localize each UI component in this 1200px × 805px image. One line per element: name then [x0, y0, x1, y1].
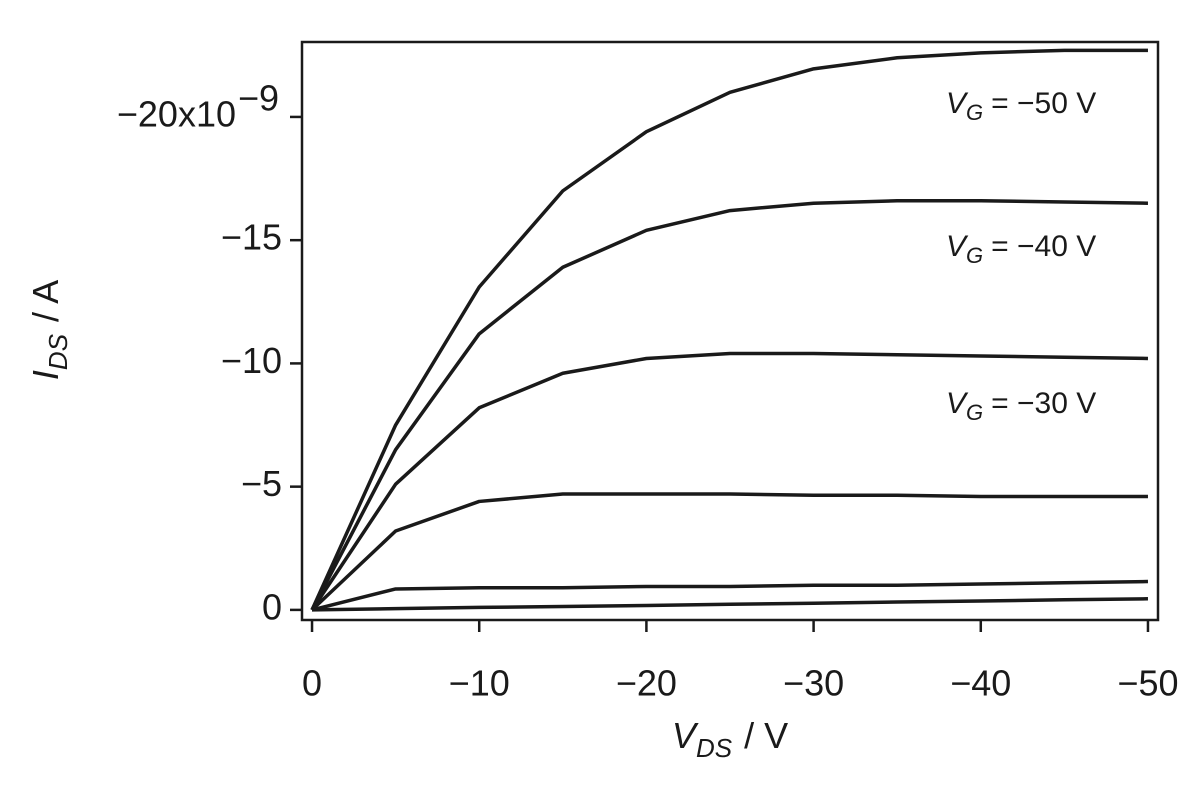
x-label-symbol: V: [672, 715, 699, 756]
series-label-symbol: V: [946, 387, 969, 420]
series-line: [311, 579, 1148, 612]
y-label-unit: / A: [25, 280, 66, 322]
x-tick-label: −30: [783, 663, 844, 704]
series-label-text: = −40 V: [991, 230, 1096, 263]
series-label: VG = −30 V: [946, 387, 1096, 425]
plot-frame: [300, 40, 1160, 622]
series-line: [310, 492, 1148, 612]
series-line: [310, 48, 1148, 611]
y-tick-label: −10: [221, 340, 282, 381]
series-label: VG = −50 V: [946, 87, 1096, 125]
series-label-text: = −30 V: [991, 387, 1096, 420]
y-tick-exponent: −9: [238, 77, 279, 118]
series-label-subscript: G: [966, 100, 983, 125]
x-axis-label: VDS / V: [672, 715, 788, 763]
series-label-symbol: V: [946, 87, 969, 120]
y-tick-label: −5: [241, 463, 282, 504]
x-tick-label: 0: [302, 663, 322, 704]
series-line: [312, 597, 1148, 612]
x-label-unit: / V: [744, 715, 788, 756]
series-line: [310, 198, 1148, 611]
series-label-text: = −50 V: [991, 87, 1096, 120]
x-tick-label: −10: [449, 663, 510, 704]
series-label-subscript: G: [966, 400, 983, 425]
x-tick-label: −50: [1117, 663, 1178, 704]
series-label: VG = −40 V: [946, 230, 1096, 268]
x-tick-label: −20: [616, 663, 677, 704]
x-tick-label: −40: [950, 663, 1011, 704]
series-label-symbol: V: [946, 230, 969, 263]
y-tick-label: −20x10: [117, 93, 236, 134]
y-axis-label: IDS / A: [25, 280, 73, 380]
series-line: [310, 351, 1148, 611]
y-tick-label: 0: [262, 586, 282, 627]
x-label-subscript: DS: [696, 733, 733, 763]
series-label-subscript: G: [966, 243, 983, 268]
y-tick-label: −15: [221, 217, 282, 258]
y-label-symbol: I: [25, 370, 66, 380]
y-label-subscript: DS: [43, 333, 73, 370]
